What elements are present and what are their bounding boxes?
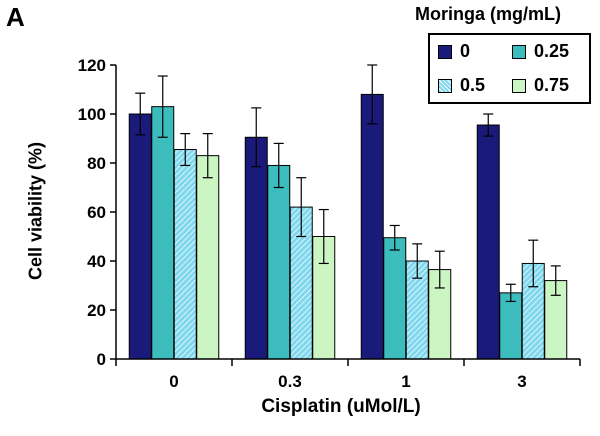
legend-swatch-0: [438, 44, 452, 59]
bar-0_25-3: [499, 292, 523, 360]
y-tick-label: 0: [97, 350, 106, 369]
legend-label-2: 0.5: [460, 75, 486, 95]
error-bars-group: [135, 64, 561, 303]
legend-label-0: 0: [460, 41, 471, 61]
y-tick-label: 60: [87, 203, 106, 222]
y-tick-label: 80: [87, 154, 106, 173]
legend-item-0: 0: [438, 41, 470, 62]
x-tick-label: 1: [401, 372, 410, 391]
legend-swatch-3: [512, 78, 526, 93]
y-tick-label: 40: [87, 252, 106, 271]
bar-0-3: [476, 124, 500, 360]
bar-0_75-0: [196, 155, 220, 360]
bar-0_25-1: [383, 237, 407, 360]
y-axis-label: Cell viability (%): [25, 141, 46, 281]
panel-letter: A: [6, 2, 25, 32]
bars-group: [128, 93, 568, 360]
bar-0_5-0: [173, 149, 197, 360]
bar-0-0_3: [244, 136, 268, 360]
y-tick-label: 20: [87, 301, 106, 320]
x-axis-label: Cisplatin (uMol/L): [261, 396, 421, 417]
legend-label-1: 0.25: [534, 41, 570, 61]
legend-item-2: 0.5: [438, 75, 485, 96]
axes-group: 0 20 40 60 80 100 120 0 0.3 1 3: [78, 56, 581, 391]
y-tick-label: 120: [78, 56, 106, 75]
bar-0-1: [360, 93, 384, 360]
legend-swatch-2: [438, 78, 452, 93]
legend-label-3: 0.75: [534, 75, 570, 95]
legend-title: Moringa (mg/mL): [415, 4, 561, 24]
bar-0_25-0_3: [267, 164, 291, 360]
y-tick-label: 100: [78, 105, 106, 124]
legend: 0 0.25 0.5 0.75: [428, 33, 591, 104]
bar-0_25-0: [151, 106, 175, 360]
x-tick-label: 0: [169, 372, 178, 391]
legend-swatch-1: [512, 44, 526, 59]
x-tick-label: 3: [517, 372, 526, 391]
legend-item-1: 0.25: [512, 41, 569, 62]
x-tick-label: 0.3: [278, 372, 302, 391]
bar-0-0: [128, 113, 152, 360]
legend-item-3: 0.75: [512, 75, 569, 96]
